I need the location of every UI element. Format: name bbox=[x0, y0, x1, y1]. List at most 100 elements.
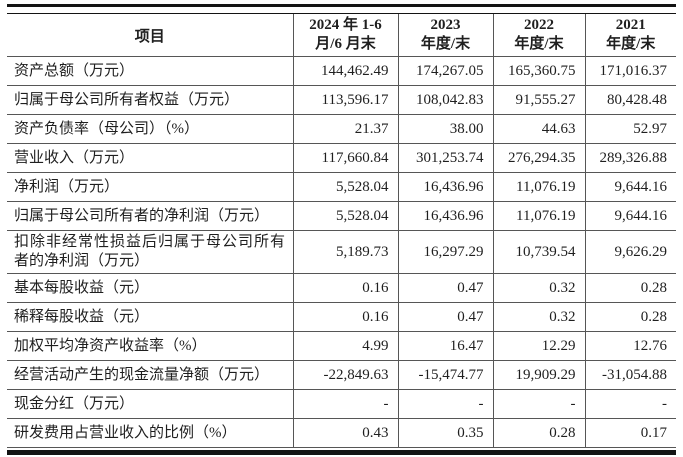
table-row: 稀释每股收益（元） 0.16 0.47 0.32 0.28 bbox=[7, 302, 676, 332]
value-cell: - bbox=[584, 389, 676, 419]
value-cell: 0.16 bbox=[292, 302, 398, 332]
value-cell: 12.76 bbox=[584, 331, 676, 361]
row-label: 净利润（万元） bbox=[14, 178, 120, 195]
value-cell: -22,849.63 bbox=[292, 360, 398, 390]
value-cell: 165,360.75 bbox=[492, 56, 585, 86]
row-label-cell: 研发费用占营业收入的比例（%） bbox=[7, 418, 293, 448]
value-cell: 289,326.88 bbox=[584, 143, 676, 173]
value-cell: 0.17 bbox=[584, 418, 676, 448]
value-cell: 11,076.19 bbox=[492, 172, 585, 202]
value-cell: 21.37 bbox=[292, 114, 398, 144]
value-cell: 12.29 bbox=[492, 331, 585, 361]
row-label: 基本每股收益（元） bbox=[14, 279, 150, 296]
column-header-2023: 2023 年度/末 bbox=[397, 14, 493, 57]
row-label: 资产负债率（母公司）（%） bbox=[14, 120, 199, 137]
value-cell: 0.47 bbox=[397, 273, 493, 303]
table-header-row: 项目 2024 年 1-6 月/6 月末 2023 年度/末 2022 年度/末… bbox=[7, 14, 676, 57]
table-bottom-heavy-rule bbox=[7, 450, 676, 455]
table-row: 归属于母公司所有者的净利润（万元） 5,528.04 16,436.96 11,… bbox=[7, 201, 676, 231]
value-cell: 5,189.73 bbox=[292, 230, 398, 274]
table-row: 扣除非经常性损益后归属于母公司所有 者的净利润（万元） 5,189.73 16,… bbox=[7, 230, 676, 274]
value-cell: 16,436.96 bbox=[397, 172, 493, 202]
value-cell: - bbox=[492, 389, 585, 419]
header-line: 年度/末 bbox=[420, 36, 471, 52]
financial-summary-table: 项目 2024 年 1-6 月/6 月末 2023 年度/末 2022 年度/末… bbox=[7, 14, 676, 448]
value-cell: 301,253.74 bbox=[397, 143, 493, 173]
table-row: 研发费用占营业收入的比例（%） 0.43 0.35 0.28 0.17 bbox=[7, 418, 676, 448]
value-cell: 9,644.16 bbox=[584, 172, 676, 202]
row-label: 现金分红（万元） bbox=[14, 395, 135, 412]
value-cell: 0.47 bbox=[397, 302, 493, 332]
row-label: 扣除非经常性损益后归属于母公司所有 bbox=[14, 234, 287, 250]
header-line: 2022 bbox=[524, 17, 554, 33]
table-row: 营业收入（万元） 117,660.84 301,253.74 276,294.3… bbox=[7, 143, 676, 173]
value-cell: 0.32 bbox=[492, 273, 585, 303]
header-line: 月/6 月末 bbox=[315, 36, 376, 52]
header-line: 年度/末 bbox=[606, 36, 656, 52]
row-label: 经营活动产生的现金流量净额（万元） bbox=[14, 366, 270, 383]
value-cell: 117,660.84 bbox=[292, 143, 398, 173]
row-label-cell: 资产总额（万元） bbox=[7, 56, 293, 86]
column-header-2024: 2024 年 1-6 月/6 月末 bbox=[292, 14, 398, 57]
row-label: 加权平均净资产收益率（%） bbox=[14, 337, 207, 354]
table-row: 净利润（万元） 5,528.04 16,436.96 11,076.19 9,6… bbox=[7, 172, 676, 202]
column-header-2022: 2022 年度/末 bbox=[492, 14, 585, 57]
value-cell: 0.16 bbox=[292, 273, 398, 303]
row-label-cell: 经营活动产生的现金流量净额（万元） bbox=[7, 360, 293, 390]
row-label-cell: 归属于母公司所有者的净利润（万元） bbox=[7, 201, 293, 231]
header-line: 2021 bbox=[615, 17, 646, 33]
value-cell: 80,428.48 bbox=[584, 85, 676, 115]
value-cell: 0.35 bbox=[397, 418, 493, 448]
row-label: 资产总额（万元） bbox=[14, 62, 135, 79]
row-label-cell: 资产负债率（母公司）（%） bbox=[7, 114, 293, 144]
row-label-cell: 归属于母公司所有者权益（万元） bbox=[7, 85, 293, 115]
value-cell: 91,555.27 bbox=[492, 85, 585, 115]
value-cell: 0.43 bbox=[292, 418, 398, 448]
row-label-cell: 加权平均净资产收益率（%） bbox=[7, 331, 293, 361]
value-cell: 0.28 bbox=[584, 302, 676, 332]
value-cell: -31,054.88 bbox=[584, 360, 676, 390]
row-label-cell: 营业收入（万元） bbox=[7, 143, 293, 173]
header-line: 2023 bbox=[430, 17, 461, 33]
table-row: 加权平均净资产收益率（%） 4.99 16.47 12.29 12.76 bbox=[7, 331, 676, 361]
value-cell: 16.47 bbox=[397, 331, 493, 361]
value-cell: 113,596.17 bbox=[292, 85, 398, 115]
row-label-cell: 稀释每股收益（元） bbox=[7, 302, 293, 332]
header-line: 2024 年 1-6 bbox=[309, 17, 382, 33]
row-label: 营业收入（万元） bbox=[14, 149, 135, 166]
value-cell: 276,294.35 bbox=[492, 143, 585, 173]
column-header-item: 项目 bbox=[7, 14, 293, 57]
table-row: 基本每股收益（元） 0.16 0.47 0.32 0.28 bbox=[7, 273, 676, 303]
value-cell: 5,528.04 bbox=[292, 172, 398, 202]
value-cell: -15,474.77 bbox=[397, 360, 493, 390]
value-cell: 44.63 bbox=[492, 114, 585, 144]
value-cell: 16,297.29 bbox=[397, 230, 493, 274]
row-label-cell: 净利润（万元） bbox=[7, 172, 293, 202]
row-label-line2: 者的净利润（万元） bbox=[14, 253, 150, 269]
value-cell: - bbox=[292, 389, 398, 419]
row-label-cell: 现金分红（万元） bbox=[7, 389, 293, 419]
value-cell: 11,076.19 bbox=[492, 201, 585, 231]
value-cell: 174,267.05 bbox=[397, 56, 493, 86]
value-cell: 9,644.16 bbox=[584, 201, 676, 231]
row-label-cell: 扣除非经常性损益后归属于母公司所有 者的净利润（万元） bbox=[7, 230, 293, 274]
column-header-2021: 2021 年度/末 bbox=[584, 14, 676, 57]
value-cell: 0.28 bbox=[492, 418, 585, 448]
table-row: 归属于母公司所有者权益（万元） 113,596.17 108,042.83 91… bbox=[7, 85, 676, 115]
row-label: 稀释每股收益（元） bbox=[14, 308, 150, 325]
row-label: 研发费用占营业收入的比例（%） bbox=[14, 424, 237, 441]
value-cell: - bbox=[397, 389, 493, 419]
value-cell: 52.97 bbox=[584, 114, 676, 144]
financial-summary-table-container: 项目 2024 年 1-6 月/6 月末 2023 年度/末 2022 年度/末… bbox=[7, 4, 676, 455]
value-cell: 0.32 bbox=[492, 302, 585, 332]
row-label: 归属于母公司所有者权益（万元） bbox=[14, 91, 240, 108]
value-cell: 10,739.54 bbox=[492, 230, 585, 274]
value-cell: 144,462.49 bbox=[292, 56, 398, 86]
value-cell: 171,016.37 bbox=[584, 56, 676, 86]
value-cell: 4.99 bbox=[292, 331, 398, 361]
value-cell: 5,528.04 bbox=[292, 201, 398, 231]
table-row: 现金分红（万元） - - - - bbox=[7, 389, 676, 419]
value-cell: 9,626.29 bbox=[584, 230, 676, 274]
value-cell: 108,042.83 bbox=[397, 85, 493, 115]
header-line: 年度/末 bbox=[514, 36, 564, 52]
